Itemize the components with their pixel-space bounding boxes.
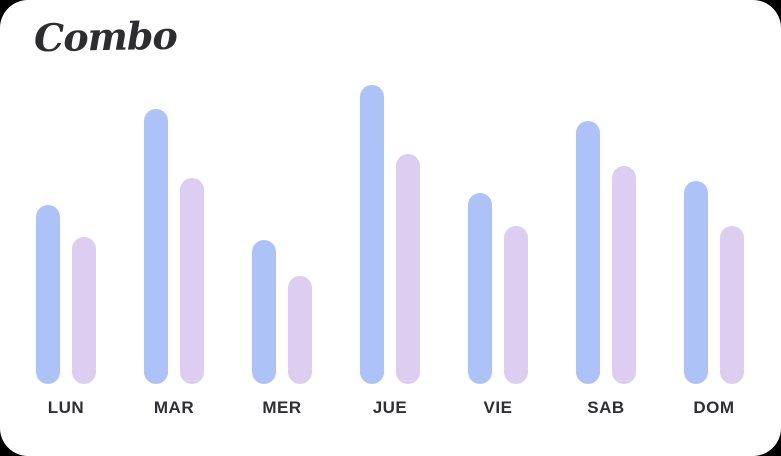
bar-group: VIE <box>468 85 528 418</box>
weekly-bar-chart: LUN MAR MER JUE VIE SAB DOM <box>36 85 744 418</box>
bar-group: MER <box>252 85 312 418</box>
bar-series-2-lavender <box>612 166 636 384</box>
bar-series-1-blue <box>36 205 60 384</box>
category-label: JUE <box>372 398 408 417</box>
bar-series-1-blue <box>360 85 384 384</box>
bar-group: DOM <box>684 85 744 418</box>
category-label: DOM <box>693 398 735 417</box>
bar-series-2-lavender <box>504 226 528 384</box>
bar-pair <box>252 85 312 384</box>
bar-series-2-lavender <box>288 276 312 384</box>
bar-series-2-lavender <box>180 178 204 384</box>
category-label: LUN <box>47 398 85 417</box>
bar-group: LUN <box>36 85 96 418</box>
combo-logo: Combo <box>33 12 178 61</box>
category-label: MAR <box>153 398 195 417</box>
bar-pair <box>576 85 636 384</box>
bar-pair <box>360 85 420 384</box>
bar-pair <box>144 85 204 384</box>
bar-series-2-lavender <box>720 226 744 384</box>
bar-series-2-lavender <box>72 237 96 384</box>
category-label: MER <box>262 398 302 417</box>
bar-series-1-blue <box>684 181 708 384</box>
bar-group: MAR <box>144 85 204 418</box>
bar-group: JUE <box>360 85 420 418</box>
category-label: VIE <box>483 398 513 417</box>
bar-series-1-blue <box>468 193 492 384</box>
bar-series-1-blue <box>252 240 276 384</box>
bar-series-1-blue <box>576 121 600 384</box>
bar-series-1-blue <box>144 109 168 384</box>
bar-group: SAB <box>576 85 636 418</box>
bar-pair <box>468 85 528 384</box>
category-label: SAB <box>587 398 625 417</box>
bar-pair <box>36 85 96 384</box>
bar-series-2-lavender <box>396 154 420 384</box>
bar-pair <box>684 85 744 384</box>
